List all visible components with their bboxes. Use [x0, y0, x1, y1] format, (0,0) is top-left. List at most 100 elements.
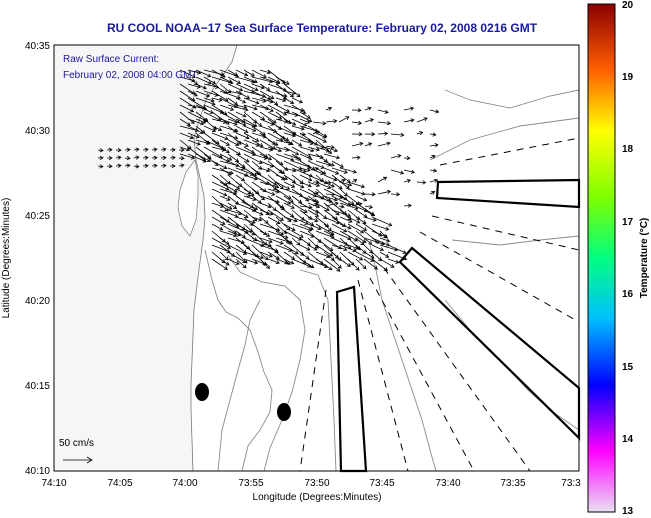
current-vector: [195, 90, 211, 98]
current-vector: [323, 181, 335, 188]
current-vector: [187, 139, 201, 146]
current-vector: [211, 125, 223, 132]
current-vector: [97, 148, 104, 153]
contour-line: [369, 244, 437, 472]
current-vector: [115, 147, 122, 153]
x-axis: 74:10 74:05 74:00 73:55 73:50 73:45 73:4…: [41, 478, 581, 503]
current-vector: [299, 181, 312, 188]
current-vector: [275, 195, 292, 205]
current-vector: [371, 216, 393, 227]
current-vector: [211, 188, 228, 197]
current-vector: [179, 153, 196, 160]
current-vector: [283, 258, 295, 265]
current-vector: [339, 223, 352, 230]
current-vector: [211, 223, 224, 231]
current-vector: [235, 104, 248, 110]
current-vector: [178, 156, 185, 161]
current-vector: [347, 244, 359, 250]
plot-area: Raw Surface Current: February 02, 2008 0…: [53, 44, 581, 473]
current-vector: [275, 118, 289, 124]
current-vector: [377, 141, 391, 147]
colorbar-tick: 13: [622, 506, 634, 517]
current-vector: [364, 106, 372, 111]
current-vector: [267, 181, 277, 191]
current-vector: [403, 106, 415, 111]
current-vector: [124, 163, 131, 168]
current-vector: [307, 223, 322, 231]
x-tick-label: 74:00: [172, 478, 197, 489]
current-vector: [371, 223, 390, 231]
current-vector: [355, 230, 373, 245]
current-vector: [355, 223, 368, 231]
current-vector: [235, 251, 248, 264]
current-vector: [235, 90, 251, 99]
current-vector: [307, 195, 317, 203]
current-vector: [387, 258, 400, 264]
current-vector: [227, 146, 241, 155]
current-vector: [312, 121, 327, 126]
current-vector: [315, 174, 325, 183]
current-vector: [312, 130, 320, 135]
current-vector: [219, 146, 230, 153]
current-vector: [363, 216, 377, 222]
current-vector: [291, 104, 307, 114]
current-vector: [390, 132, 405, 138]
current-vector: [106, 163, 113, 169]
current-vector: [219, 251, 229, 261]
x-tick-label: 73:40: [435, 478, 460, 489]
current-vector: [219, 76, 233, 84]
current-vector: [243, 216, 254, 226]
current-vector: [275, 153, 295, 162]
current-vector: [325, 106, 333, 111]
current-vector: [251, 83, 265, 90]
current-vector: [299, 251, 310, 260]
current-vector: [211, 195, 229, 212]
current-vector: [243, 139, 260, 147]
current-vector: [355, 258, 367, 270]
current-vector: [403, 178, 411, 183]
current-vector: [347, 188, 366, 196]
current-vector: [219, 139, 230, 146]
current-vector: [259, 69, 271, 75]
current-vector: [339, 244, 357, 253]
current-vector: [299, 258, 315, 269]
current-vector: [227, 167, 249, 177]
chart-title: RU COOL NOAA−17 Sea Surface Temperature:…: [107, 21, 538, 35]
current-vector: [243, 244, 260, 258]
current-label: Raw Surface Current:: [63, 54, 159, 65]
current-vector: [169, 147, 176, 153]
colorbar-tick: 18: [622, 144, 634, 155]
current-vector: [195, 111, 209, 122]
current-vector: [416, 131, 424, 136]
current-vector: [235, 230, 246, 239]
current-vector: [315, 258, 333, 271]
current-vector: [291, 111, 313, 123]
current-vector: [235, 69, 249, 77]
current-vector: [429, 168, 438, 173]
current-vector: [267, 230, 289, 239]
current-vectors: [97, 69, 440, 272]
current-vector: [323, 160, 335, 167]
current-vector: [355, 237, 365, 246]
current-vector: [379, 258, 395, 268]
current-vector: [283, 97, 295, 104]
current-vector: [235, 153, 250, 163]
current-vector: [259, 251, 273, 258]
current-vector: [170, 163, 176, 169]
dashed-beam: [419, 231, 580, 323]
current-vector: [351, 155, 361, 160]
current-vector: [267, 223, 284, 236]
current-vector: [227, 202, 238, 209]
current-vector: [187, 83, 201, 89]
current-vector: [235, 258, 247, 269]
current-vector: [347, 251, 364, 261]
contour-line: [451, 235, 580, 246]
current-vector: [323, 258, 341, 272]
current-vector: [97, 155, 104, 161]
current-vector: [299, 174, 313, 182]
current-vector: [235, 202, 257, 212]
current-vector: [275, 181, 291, 190]
current-vector: [312, 191, 320, 196]
colorbar-tick: 17: [622, 217, 634, 228]
current-vector: [267, 76, 281, 84]
